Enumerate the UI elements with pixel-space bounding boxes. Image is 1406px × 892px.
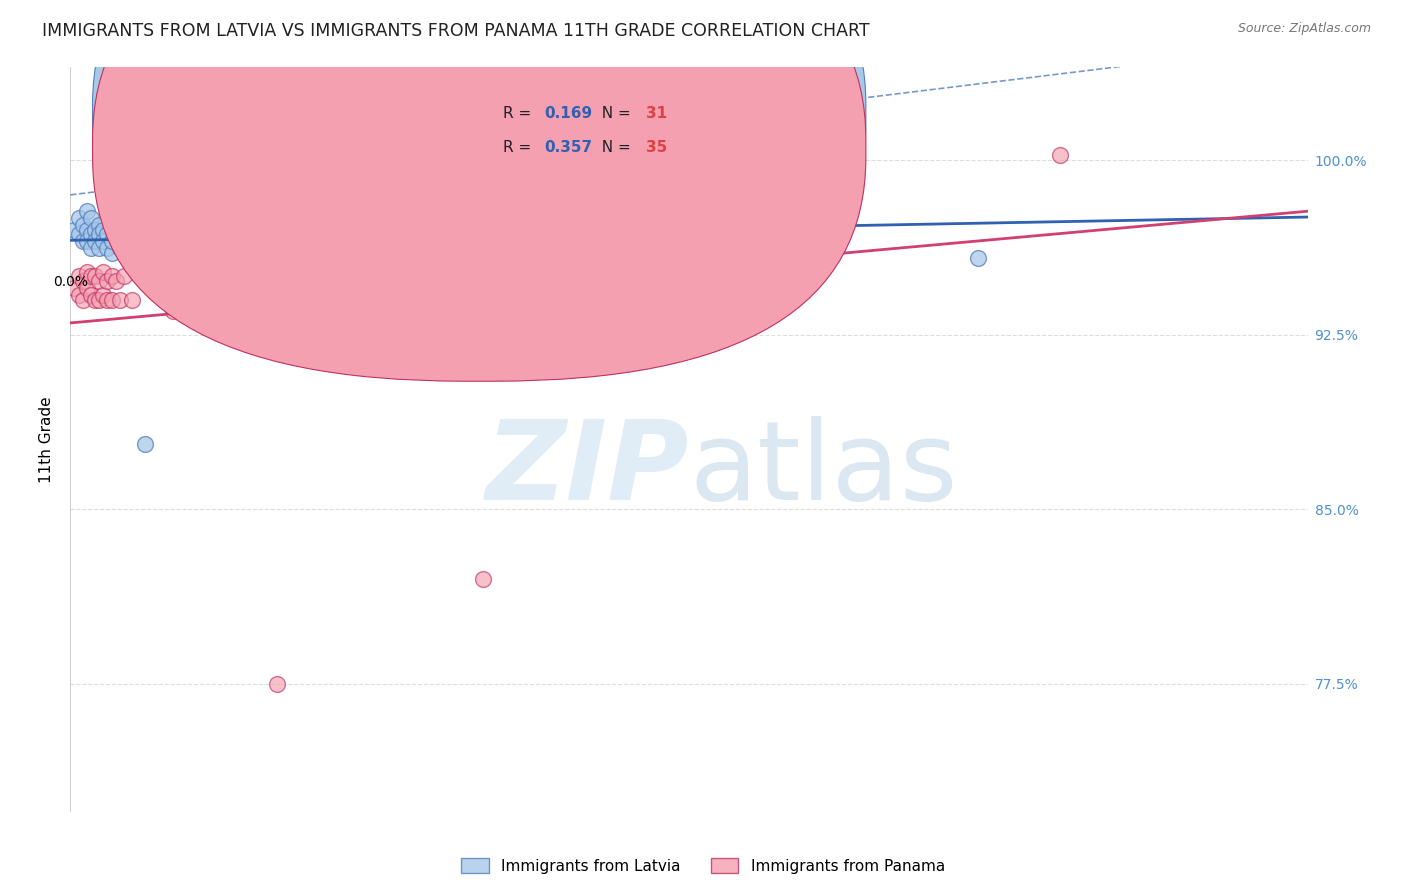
Point [678, 265, 700, 279]
Point [91, 288, 114, 302]
Y-axis label: 11th Grade: 11th Grade [39, 396, 55, 483]
Text: R =: R = [503, 105, 537, 120]
Point [67, 288, 90, 302]
Point [121, 293, 143, 307]
Text: 31: 31 [645, 105, 666, 120]
Point [430, 251, 453, 265]
Point [100, 235, 122, 249]
Point [266, 676, 288, 690]
Point [91, 235, 114, 249]
Point [96, 242, 118, 256]
Point [80, 211, 103, 226]
Point [67, 269, 90, 284]
Point [89, 274, 111, 288]
Point [307, 246, 329, 260]
Point [67, 211, 90, 226]
Point [108, 242, 131, 256]
Point [72, 218, 94, 232]
Point [72, 293, 94, 307]
Point [96, 293, 118, 307]
Point [162, 258, 184, 272]
Point [84, 235, 107, 249]
Point [80, 227, 103, 242]
Point [84, 269, 107, 284]
Point [80, 269, 103, 284]
Point [84, 293, 107, 307]
Point [162, 304, 184, 318]
Point [100, 293, 122, 307]
Point [72, 274, 94, 288]
Point [91, 223, 114, 237]
Point [718, 288, 741, 302]
Point [63, 223, 86, 237]
FancyBboxPatch shape [454, 89, 725, 175]
Point [966, 251, 988, 265]
Text: N =: N = [592, 105, 636, 120]
Point [84, 223, 107, 237]
Point [89, 293, 111, 307]
Text: R =: R = [503, 140, 537, 155]
Point [89, 242, 111, 256]
Point [76, 281, 98, 295]
Point [89, 218, 111, 232]
Text: 0.169: 0.169 [544, 105, 592, 120]
Point [100, 269, 122, 284]
Point [108, 293, 131, 307]
Point [471, 572, 494, 586]
Point [80, 242, 103, 256]
Point [134, 246, 156, 260]
Point [121, 227, 143, 242]
FancyBboxPatch shape [93, 0, 866, 346]
Point [100, 246, 122, 260]
Legend: Immigrants from Latvia, Immigrants from Panama: Immigrants from Latvia, Immigrants from … [456, 852, 950, 880]
Point [112, 269, 135, 284]
Point [104, 227, 127, 242]
Point [595, 246, 617, 260]
Text: 0.0%: 0.0% [53, 276, 87, 289]
FancyBboxPatch shape [93, 0, 866, 381]
Point [142, 281, 165, 295]
Point [67, 227, 90, 242]
Point [174, 293, 197, 307]
Point [76, 223, 98, 237]
Point [96, 227, 118, 242]
Point [63, 281, 86, 295]
Point [134, 437, 156, 451]
Point [76, 235, 98, 249]
Point [104, 274, 127, 288]
Text: IMMIGRANTS FROM LATVIA VS IMMIGRANTS FROM PANAMA 11TH GRADE CORRELATION CHART: IMMIGRANTS FROM LATVIA VS IMMIGRANTS FRO… [42, 22, 870, 40]
Point [76, 204, 98, 219]
Point [112, 232, 135, 246]
Point [89, 227, 111, 242]
Text: atlas: atlas [689, 416, 957, 523]
Text: 0.357: 0.357 [544, 140, 592, 155]
Point [72, 235, 94, 249]
Text: 35: 35 [645, 140, 666, 155]
Point [307, 246, 329, 260]
Point [80, 288, 103, 302]
Point [1049, 148, 1071, 162]
Point [91, 265, 114, 279]
Text: ZIP: ZIP [485, 416, 689, 523]
Point [96, 274, 118, 288]
Point [76, 265, 98, 279]
Point [678, 281, 700, 295]
Text: N =: N = [592, 140, 636, 155]
Text: Source: ZipAtlas.com: Source: ZipAtlas.com [1237, 22, 1371, 36]
